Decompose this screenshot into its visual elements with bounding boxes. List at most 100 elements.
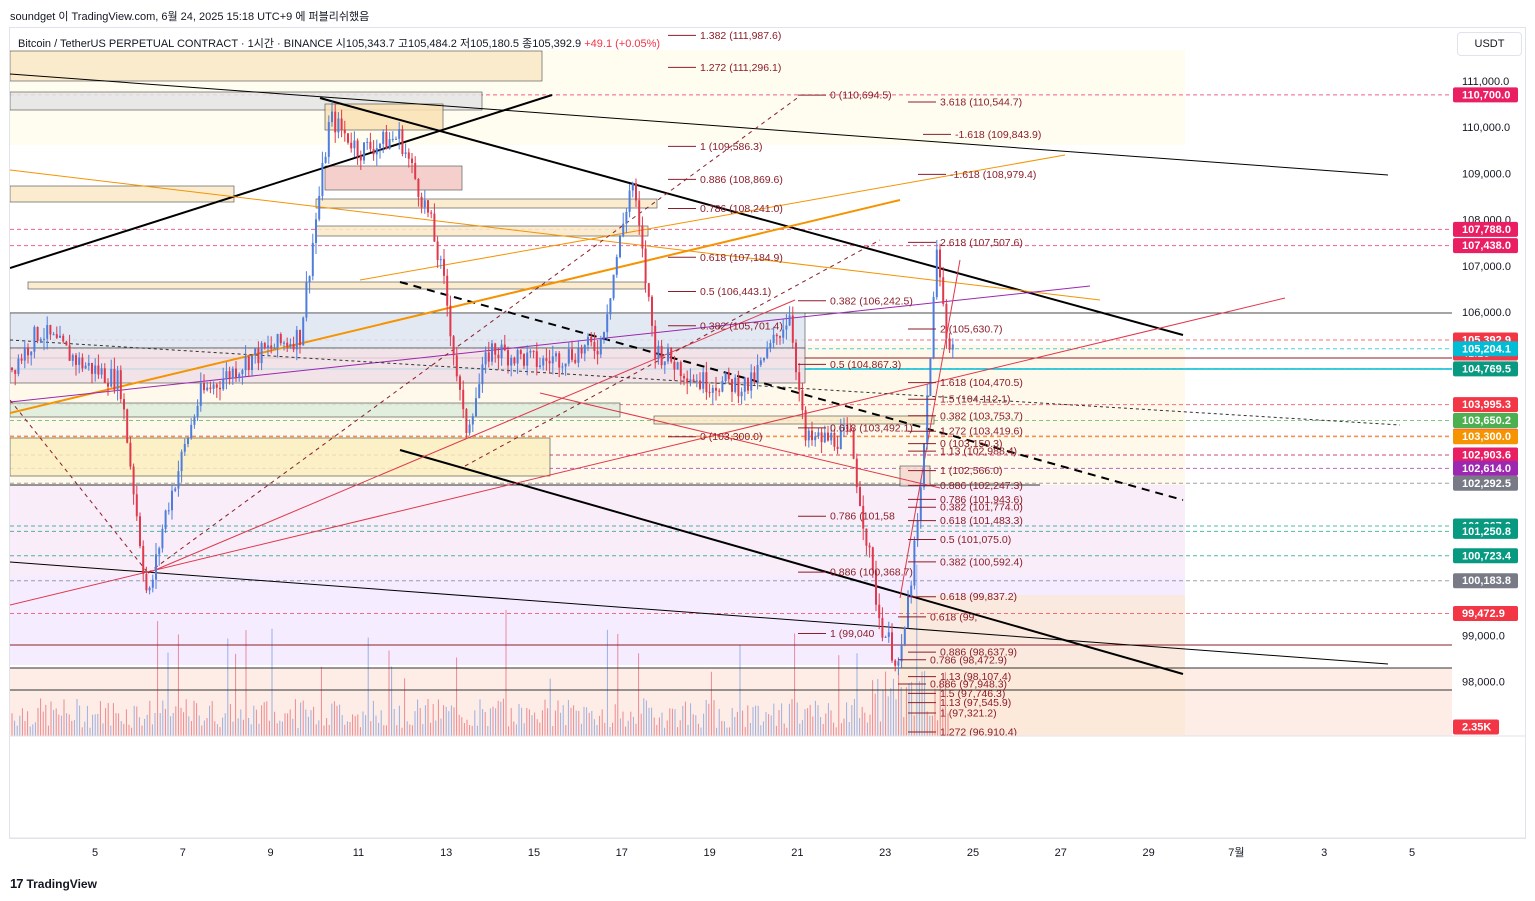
trend-line bbox=[10, 399, 149, 574]
candle-body bbox=[385, 131, 388, 150]
candle-body bbox=[903, 627, 906, 645]
fib-labels: 1.382 (111,987.6) 1.272 (111,296.1) 0 (110… bbox=[668, 30, 1041, 736]
price-tag bbox=[1453, 238, 1518, 254]
candle-body bbox=[849, 429, 852, 431]
candle-body bbox=[596, 351, 599, 355]
candle-body bbox=[356, 140, 359, 156]
fib-zone bbox=[10, 485, 1185, 575]
candle-body bbox=[801, 390, 804, 411]
brand-name: TradingView bbox=[26, 876, 97, 891]
price-tag-label: 110,700.0 bbox=[1462, 89, 1510, 101]
candle-body bbox=[132, 466, 135, 495]
candle-body bbox=[481, 364, 484, 385]
candle-body bbox=[731, 379, 733, 392]
fib-label: 1.5 (104,112.1) bbox=[940, 394, 1010, 406]
candle-body bbox=[267, 345, 269, 349]
price-axis[interactable]: 111,000.0110,000.0109,000.0108,000.0107,… bbox=[1452, 28, 1525, 736]
candle-body bbox=[244, 356, 247, 371]
candle-body bbox=[692, 379, 695, 382]
candle-body bbox=[487, 352, 490, 362]
candle-body bbox=[452, 336, 455, 356]
candle-body bbox=[164, 510, 167, 529]
candle-body bbox=[769, 343, 772, 348]
candle-body bbox=[347, 133, 349, 143]
candle-body bbox=[311, 242, 314, 277]
fib-label: 1.13 (102,988.4) bbox=[940, 446, 1017, 458]
candle-body bbox=[161, 528, 164, 549]
candle-body bbox=[548, 360, 551, 364]
fib-label: 1.382 (111,987.6) bbox=[700, 30, 781, 42]
candle-body bbox=[932, 297, 935, 359]
candle-body bbox=[852, 430, 855, 459]
candle-body bbox=[878, 604, 881, 619]
candle-body bbox=[436, 241, 439, 260]
candle-body bbox=[823, 432, 826, 443]
candle-body bbox=[542, 358, 545, 366]
candle-body bbox=[913, 540, 916, 586]
candle-body bbox=[551, 356, 554, 364]
fib-label: 0.886 (100,368.7) bbox=[830, 567, 913, 579]
fib-label: 1.5 (97,746.3) bbox=[940, 688, 1005, 700]
candle-body bbox=[423, 200, 426, 208]
zone-box bbox=[10, 402, 621, 418]
candle-body bbox=[119, 370, 122, 400]
candle-body bbox=[23, 347, 26, 361]
candle-body bbox=[430, 212, 433, 214]
candle-body bbox=[190, 424, 193, 439]
trend-line bbox=[399, 281, 1184, 501]
candle-body bbox=[71, 355, 74, 361]
candle-body bbox=[103, 368, 106, 384]
fib-label: 0.618 (101,483.3) bbox=[940, 515, 1023, 527]
symbol-title[interactable]: Bitcoin / TetherUS PERPETUAL CONTRACT · … bbox=[18, 38, 333, 50]
time-axis[interactable]: 5 7 9 11 13 15 17 19 21 23 25 27 29 7월 3 5 bbox=[10, 735, 1525, 859]
candle-body bbox=[59, 335, 61, 338]
candle-body bbox=[894, 660, 897, 666]
price-tag bbox=[1453, 719, 1499, 735]
candle-body bbox=[615, 257, 618, 275]
candle-body bbox=[145, 573, 148, 591]
candle-body bbox=[107, 383, 109, 387]
currency-unit-button[interactable]: USDT bbox=[1457, 32, 1522, 56]
trend-line bbox=[319, 97, 1184, 336]
candle-body bbox=[590, 336, 593, 342]
ohlc-close: 종105,392.9 bbox=[522, 38, 582, 50]
price-tick-label: 98,000.0 bbox=[1462, 677, 1505, 689]
price-tick-label: 110,000.0 bbox=[1462, 122, 1510, 134]
candle-body bbox=[65, 341, 68, 346]
candle-body bbox=[529, 350, 532, 353]
candle-body bbox=[785, 325, 788, 330]
candle-body bbox=[55, 334, 58, 338]
candle-body bbox=[327, 122, 330, 157]
brand-footer[interactable]: 17 TradingView bbox=[10, 876, 97, 891]
candle-body bbox=[155, 554, 157, 580]
fib-label: 0.618 (107,184.9) bbox=[700, 252, 783, 264]
candle-body bbox=[919, 487, 922, 521]
candle-body bbox=[123, 399, 125, 410]
fib-label: 0.786 (108,241.0) bbox=[700, 203, 783, 215]
candle-body bbox=[299, 329, 301, 346]
price-tag-label: 103,995.3 bbox=[1462, 399, 1511, 411]
candle-body bbox=[644, 248, 647, 284]
candle-body bbox=[798, 372, 801, 391]
candle-body bbox=[708, 392, 711, 394]
candle-body bbox=[283, 342, 285, 344]
time-tick-label: 19 bbox=[703, 847, 715, 859]
candle-body bbox=[926, 395, 929, 444]
price-tick-label: 109,000.0 bbox=[1462, 168, 1511, 180]
candle-body bbox=[199, 383, 202, 406]
candle-body bbox=[695, 380, 698, 382]
candle-body bbox=[142, 546, 145, 574]
zone-box bbox=[10, 50, 543, 82]
candle-body bbox=[478, 384, 481, 399]
candle-body bbox=[583, 345, 586, 354]
zone-boxes bbox=[10, 50, 935, 487]
candle-body bbox=[203, 383, 205, 391]
fib-label: 1.618 (104,470.5) bbox=[940, 377, 1023, 389]
candle-body bbox=[791, 315, 794, 343]
candle-body bbox=[420, 196, 423, 208]
candle-body bbox=[625, 211, 628, 224]
candle-body bbox=[766, 347, 769, 358]
trend-line bbox=[10, 285, 1091, 403]
candle-body bbox=[651, 296, 653, 326]
